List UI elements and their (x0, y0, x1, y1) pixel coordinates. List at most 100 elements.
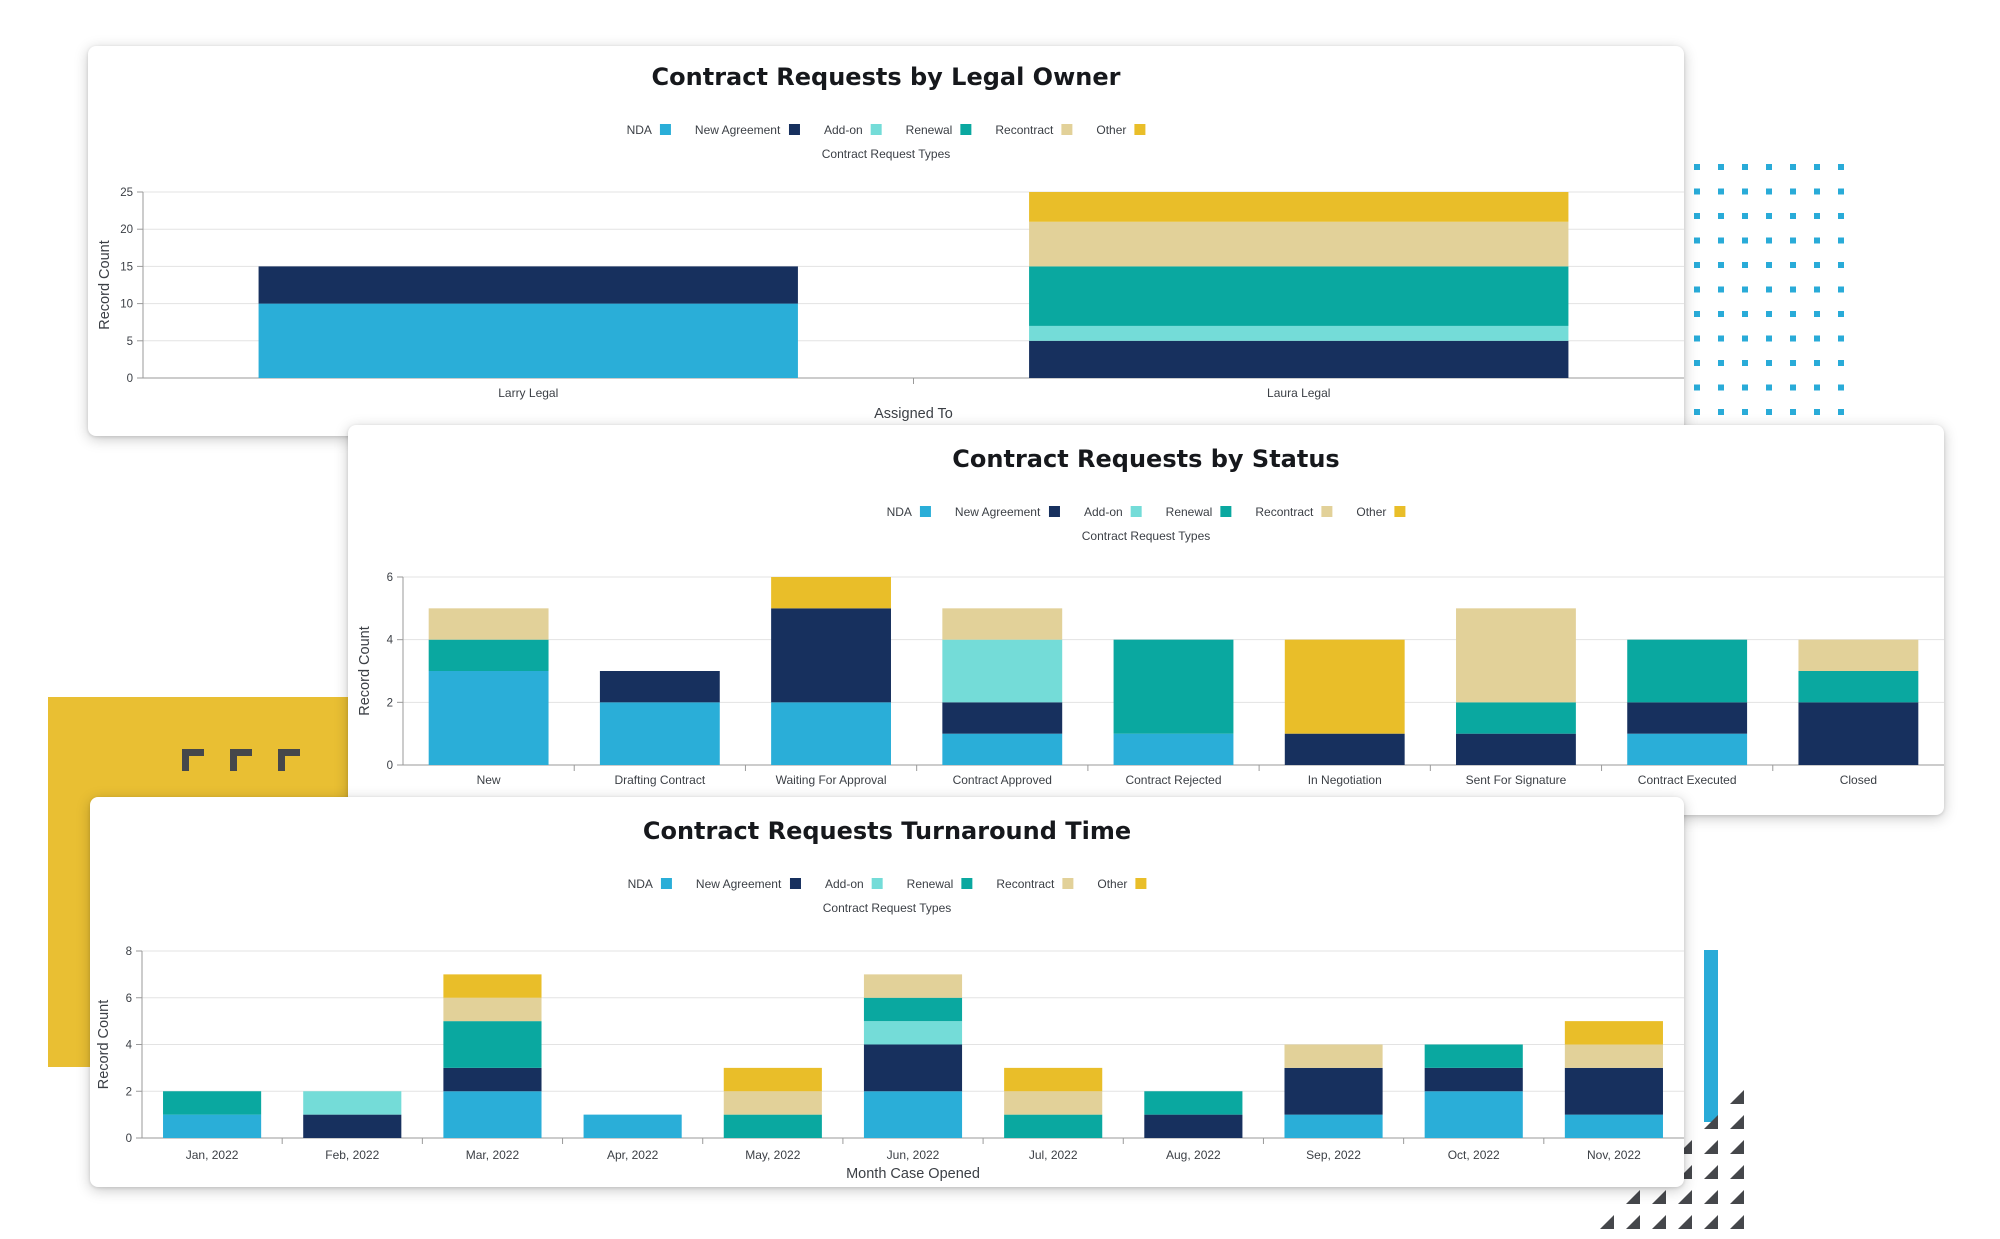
bar-segment-renewal[interactable] (1627, 639, 1748, 703)
turnaround-chart-card: Contract Requests Turnaround Time NDA New … (90, 797, 1684, 1187)
dot-decor (1790, 188, 1796, 195)
dot-decor (1838, 164, 1844, 170)
bar-segment-nda[interactable] (1113, 733, 1234, 765)
legend-label-renewal: Renewal (907, 877, 954, 891)
y-tick-label: 0 (127, 373, 133, 385)
x-category-label: Aug, 2022 (1166, 1148, 1221, 1162)
bar-segment-new-agreement[interactable] (1798, 702, 1919, 765)
bar-segment-recontract[interactable] (942, 608, 1063, 640)
bar-segment-new-agreement[interactable] (1284, 733, 1405, 765)
x-category-label: Jul, 2022 (1029, 1148, 1078, 1162)
bar-segment-other[interactable] (1004, 1067, 1103, 1092)
bar-segment-recontract[interactable] (863, 974, 963, 998)
bar-segment-new-agreement[interactable] (303, 1114, 402, 1138)
bar-segment-renewal[interactable] (1456, 702, 1576, 734)
y-tick-label: 2 (126, 1086, 132, 1098)
triangle-decor (1626, 1215, 1640, 1229)
bar-segment-add-on[interactable] (303, 1091, 402, 1115)
bar-segment-renewal[interactable] (1144, 1091, 1243, 1115)
bar-segment-nda[interactable] (443, 1091, 542, 1138)
bar-segment-recontract[interactable] (1798, 639, 1919, 671)
bar-segment-new-agreement[interactable] (1456, 733, 1576, 765)
bar-segment-renewal[interactable] (1113, 639, 1234, 734)
bar-segment-new-agreement[interactable] (443, 1067, 542, 1092)
legal-owner-chart-card: Contract Requests by Legal Owner NDA New A… (88, 46, 1684, 436)
legend-label-nda: NDA (887, 505, 912, 519)
bar-segment-other[interactable] (1284, 639, 1405, 734)
bar-segment-nda[interactable] (583, 1114, 682, 1138)
bar-segment-add-on[interactable] (1029, 325, 1569, 341)
dot-decor (1814, 286, 1820, 293)
bar-segment-renewal[interactable] (443, 1021, 542, 1068)
bar-segment-nda[interactable] (942, 733, 1063, 765)
bar-segment-recontract[interactable] (1284, 1044, 1383, 1068)
bar-segment-nda[interactable] (258, 303, 798, 378)
bar-segment-other[interactable] (723, 1067, 822, 1092)
bar-segment-new-agreement[interactable] (1284, 1067, 1383, 1115)
bar-segment-other[interactable] (1564, 1021, 1663, 1045)
bar-segment-new-agreement[interactable] (1627, 702, 1748, 734)
triangle-decor (1730, 1215, 1744, 1229)
bar-segment-recontract[interactable] (428, 608, 549, 640)
bar-segment-recontract[interactable] (723, 1091, 822, 1115)
bar-segment-new-agreement[interactable] (771, 608, 891, 703)
bar-segment-renewal[interactable] (863, 997, 963, 1022)
bar-segment-nda[interactable] (863, 1091, 963, 1138)
dot-decor (1694, 164, 1700, 170)
x-category-label: Oct, 2022 (1448, 1148, 1500, 1162)
bar-segment-nda[interactable] (1627, 733, 1748, 765)
chart-legend: NDA New Agreement Add-on Renewal Recontract O… (627, 123, 1146, 137)
bar-segment-new-agreement[interactable] (599, 671, 720, 703)
bar-segment-recontract[interactable] (1456, 608, 1576, 703)
x-category-label: Waiting For Approval (776, 773, 887, 787)
bar-segment-nda[interactable] (1564, 1114, 1663, 1138)
x-axis-title: Assigned To (874, 406, 953, 422)
legend-swatch-add-on (870, 124, 882, 135)
bar-segment-renewal[interactable] (428, 639, 549, 671)
bar-segment-renewal[interactable] (1424, 1044, 1523, 1068)
bar-segment-nda[interactable] (428, 671, 549, 765)
dot-decor (1790, 311, 1796, 317)
bar-segment-new-agreement[interactable] (1424, 1067, 1523, 1092)
bar-segment-nda[interactable] (1284, 1114, 1383, 1138)
bar-segment-add-on[interactable] (863, 1021, 963, 1045)
bar-segment-other[interactable] (1029, 192, 1569, 222)
bar-segment-new-agreement[interactable] (1029, 340, 1569, 378)
triangle-decor (1730, 1115, 1744, 1129)
bar-segment-nda[interactable] (1424, 1091, 1523, 1138)
dot-decor (1790, 262, 1796, 268)
bar-segment-other[interactable] (443, 974, 542, 998)
bar-segment-recontract[interactable] (1004, 1091, 1103, 1115)
legend-label-recontract: Recontract (1255, 505, 1314, 519)
legend-swatch-recontract (1061, 124, 1073, 135)
legend-label-add-on: Add-on (1084, 505, 1123, 519)
bar-segment-new-agreement[interactable] (1564, 1067, 1663, 1115)
bar-segment-other[interactable] (771, 577, 891, 609)
bar-segment-add-on[interactable] (942, 639, 1063, 703)
bar-segment-renewal[interactable] (723, 1114, 822, 1138)
dot-decor (1790, 384, 1796, 391)
bar-segment-renewal[interactable] (1029, 266, 1569, 326)
bar-segment-recontract[interactable] (443, 997, 542, 1022)
bar-segment-recontract[interactable] (1029, 221, 1569, 267)
dot-decor (1742, 311, 1748, 317)
x-category-label: Contract Executed (1638, 773, 1737, 787)
bar-segment-nda[interactable] (599, 702, 720, 765)
dot-decor (1766, 213, 1772, 219)
bar-segment-renewal[interactable] (163, 1091, 262, 1115)
y-tick-label: 6 (126, 993, 132, 1005)
bar-segment-renewal[interactable] (1798, 671, 1919, 703)
bar-segment-recontract[interactable] (1564, 1044, 1663, 1068)
bar-segment-nda[interactable] (163, 1114, 262, 1138)
y-tick-label: 2 (387, 697, 393, 709)
triangle-decor (1730, 1140, 1744, 1154)
dot-decor (1694, 237, 1700, 244)
bar-segment-nda[interactable] (771, 702, 891, 765)
bar-segment-renewal[interactable] (1004, 1114, 1103, 1138)
bar-segment-new-agreement[interactable] (1144, 1114, 1243, 1138)
bar-segment-new-agreement[interactable] (863, 1044, 963, 1092)
bar-segment-new-agreement[interactable] (942, 702, 1063, 734)
dot-decor (1766, 262, 1772, 268)
bar-segment-new-agreement[interactable] (258, 266, 798, 304)
triangle-decor (1730, 1190, 1744, 1204)
